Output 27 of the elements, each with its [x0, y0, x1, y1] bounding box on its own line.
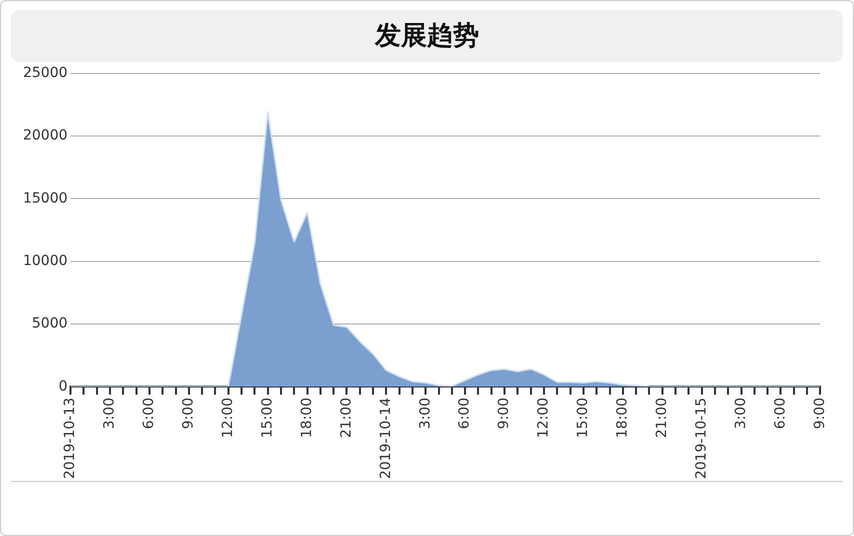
y-tick-label: 10000	[22, 252, 68, 269]
y-tick-label: 5000	[32, 316, 68, 332]
x-tick-label: 2019-10-13	[62, 398, 78, 480]
x-tick-label: 6:00	[772, 398, 788, 430]
x-tick-label: 9:00	[496, 398, 512, 430]
x-tick-label: 2019-10-15	[693, 398, 710, 480]
x-tick-label: 18:00	[298, 398, 315, 438]
x-tick-label: 6:00	[456, 398, 473, 430]
x-tick-label: 6:00	[141, 398, 158, 430]
x-tick-label: 21:00	[654, 398, 670, 438]
x-tick-label: 3:00	[102, 398, 118, 430]
y-tick-label: 15000	[22, 190, 68, 206]
x-tick-label: 2019-10-14	[378, 398, 394, 480]
x-tick-label: 15:00	[575, 398, 592, 438]
y-tick-label: 0	[58, 378, 68, 394]
x-tick-label: 3:00	[417, 398, 434, 430]
y-tick-label: 20000	[22, 128, 68, 144]
x-tick-label: 12:00	[536, 398, 552, 438]
x-tick-label: 21:00	[338, 398, 354, 438]
x-tick-label: 18:00	[614, 398, 631, 438]
y-tick-label: 25000	[22, 65, 68, 82]
x-tick-label: 9:00	[180, 398, 197, 430]
x-tick-label: 3:00	[732, 398, 749, 430]
x-tick-label: 15:00	[259, 398, 276, 438]
x-tick-label: 9:00	[812, 398, 828, 430]
chart-title: 发展趋势	[11, 10, 843, 62]
x-tick-label: 12:00	[220, 398, 236, 438]
